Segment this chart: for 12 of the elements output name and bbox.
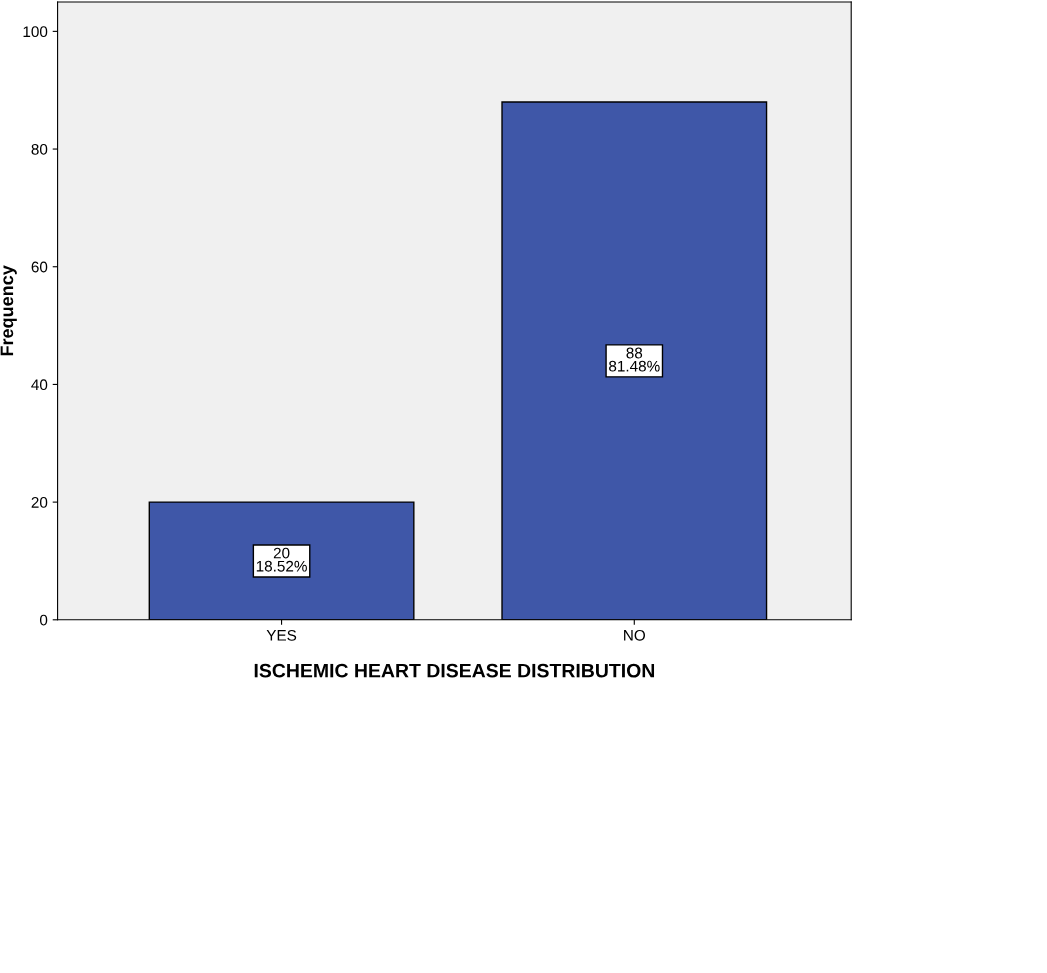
y-tick-label: 20 xyxy=(31,496,48,508)
y-tick-label: 80 xyxy=(31,143,48,155)
data-label: 88 81.48% xyxy=(609,347,660,372)
x-tick-label: YES xyxy=(266,629,297,641)
y-tick-label: 0 xyxy=(39,614,48,626)
x-tick-label: NO xyxy=(624,629,646,641)
x-axis-title: ISCHEMIC HEART DISEASE DISTRIBUTION xyxy=(254,663,655,678)
y-tick-label: 40 xyxy=(31,379,48,391)
y-axis-title: Frequency xyxy=(0,265,17,356)
y-tick-label: 100 xyxy=(23,26,48,38)
data-label: 20 18.52% xyxy=(256,547,307,572)
y-tick-label: 60 xyxy=(31,261,48,273)
